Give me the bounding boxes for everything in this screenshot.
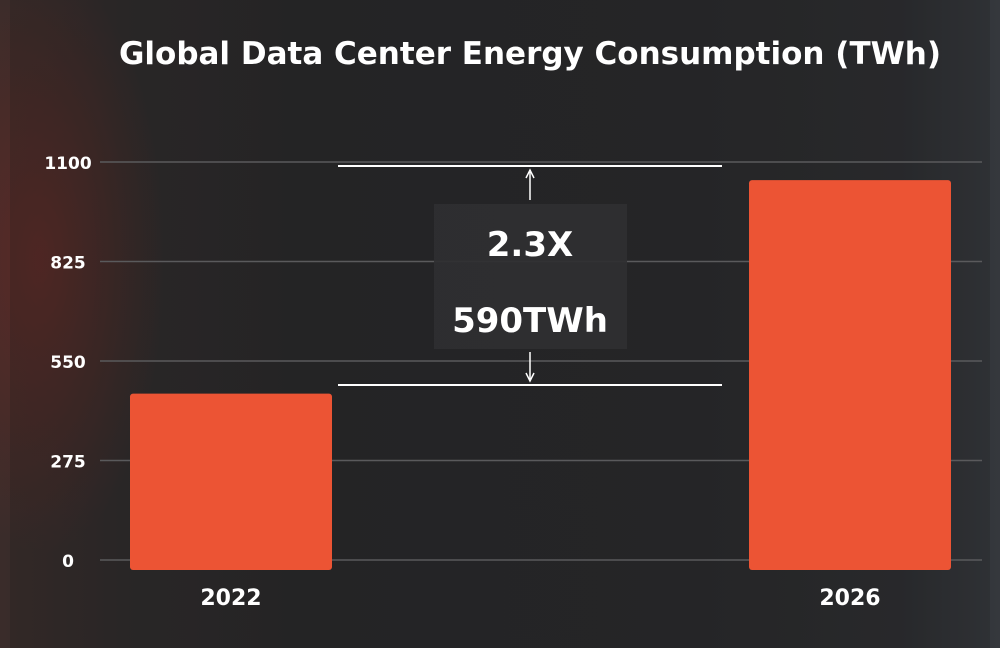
y-axis-ticks: 0 275 550 825 1100 [44,154,91,572]
bar-2026 [749,180,951,570]
growth-annotation: 2.3X 590TWh [338,165,722,386]
y-tick-label-275: 275 [50,453,86,473]
arrow-down-icon [525,372,535,383]
arrow-up-icon [525,168,535,179]
chart-title: Global Data Center Energy Consumption (T… [119,36,941,72]
bar-2022 [130,393,332,570]
y-tick-label-0: 0 [62,552,74,572]
x-category-label-2022: 2022 [200,586,261,611]
bars [130,180,951,570]
y-tick-label-825: 825 [50,254,86,274]
y-tick-label-1100: 1100 [44,154,91,174]
y-tick-label-550: 550 [50,353,86,373]
annotation-delta: 590TWh [452,301,608,341]
annotation-multiplier: 2.3X [487,225,573,265]
x-category-label-2026: 2026 [819,586,880,611]
annotation-box [434,204,627,349]
x-axis-labels: 2022 2026 [200,586,880,611]
